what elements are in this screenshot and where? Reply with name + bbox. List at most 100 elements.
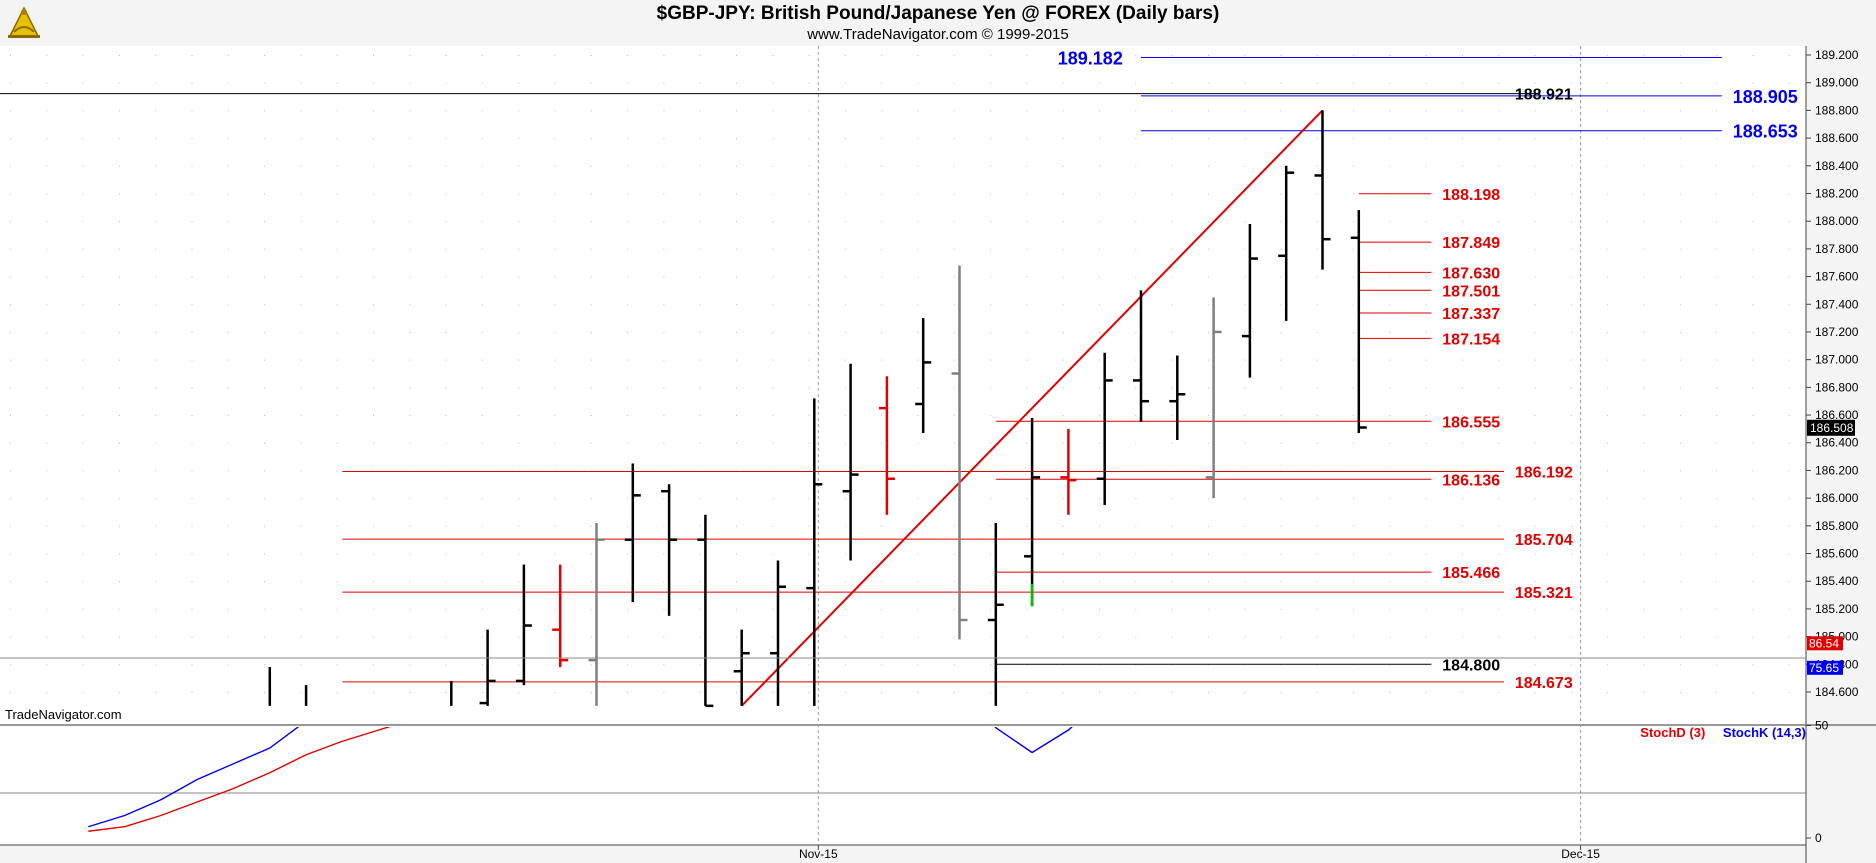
grid-dot [518, 221, 520, 223]
chart-header: $GBP-JPY: British Pound/Japanese Yen @ F… [0, 0, 1876, 46]
grid-dot [300, 165, 302, 167]
grid-dot [881, 581, 883, 583]
grid-dot [373, 498, 374, 500]
grid-dot [46, 692, 48, 693]
level-label: 188.921 [1515, 87, 1573, 104]
grid-dot [736, 442, 737, 444]
grid-dot [1570, 581, 1572, 583]
grid-dot [445, 55, 447, 56]
grid-dot [1679, 442, 1681, 444]
grid-dot [917, 636, 919, 638]
grid-dot [1171, 304, 1173, 306]
grid-dot [1280, 442, 1282, 444]
grid-dot [990, 581, 992, 583]
grid-dot [191, 193, 193, 195]
y-tick-label: 185.800 [1815, 519, 1859, 533]
grid-dot [590, 304, 592, 306]
grid-dot [881, 55, 883, 56]
grid-dot [663, 304, 665, 306]
grid-dot [1062, 692, 1064, 693]
grid-dot [1099, 221, 1100, 223]
grid-dot [1788, 498, 1790, 500]
grid-dot [772, 581, 774, 583]
grid-dot [227, 553, 229, 555]
grid-dot [1026, 608, 1028, 610]
grid-dot [699, 470, 701, 472]
grid-dot [373, 387, 374, 389]
level-label: 185.466 [1442, 565, 1500, 582]
grid-dot [1462, 165, 1463, 167]
grid-dot [1389, 304, 1391, 306]
grid-dot [554, 498, 556, 500]
grid-dot [1716, 442, 1718, 444]
grid-dot [518, 470, 520, 472]
grid-dot [336, 415, 338, 417]
level-label: 188.905 [1733, 87, 1798, 107]
grid-dot [1389, 498, 1391, 500]
grid-dot [373, 331, 374, 333]
grid-dot [264, 110, 266, 112]
grid-dot [1135, 55, 1137, 56]
grid-dot [990, 304, 992, 306]
grid-dot [336, 304, 338, 306]
grid-dot [445, 498, 447, 500]
grid-dot [481, 387, 483, 389]
grid-dot [118, 442, 120, 444]
grid-dot [1752, 276, 1754, 278]
grid-dot [481, 498, 483, 500]
grid-dot [1716, 304, 1718, 306]
grid-dot [118, 608, 120, 610]
grid-dot [881, 138, 883, 140]
grid-dot [1752, 692, 1754, 693]
grid-dot [1099, 110, 1100, 112]
grid-dot [554, 636, 556, 638]
grid-dot [1353, 193, 1355, 195]
legend-stoch-k: StochK (14,3) [1722, 725, 1806, 740]
grid-dot [699, 692, 701, 693]
grid-dot [808, 525, 810, 527]
grid-dot [1207, 636, 1209, 638]
grid-dot [300, 110, 302, 112]
grid-dot [554, 608, 556, 610]
grid-dot [227, 193, 229, 195]
grid-dot [1679, 525, 1681, 527]
grid-dot [736, 248, 737, 250]
grid-dot [1716, 138, 1718, 140]
grid-dot [1788, 442, 1790, 444]
grid-dot [554, 581, 556, 583]
grid-dot [10, 331, 11, 333]
grid-dot [1607, 165, 1609, 167]
grid-dot [1062, 525, 1064, 527]
grid-dot [1679, 138, 1681, 140]
y-tick-label: 184.600 [1815, 685, 1859, 699]
grid-dot [953, 525, 955, 527]
grid-dot [1498, 636, 1500, 638]
grid-dot [627, 470, 629, 472]
grid-dot [808, 608, 810, 610]
grid-dot [373, 248, 374, 250]
grid-dot [1062, 138, 1064, 140]
grid-dot [300, 193, 302, 195]
grid-dot [917, 470, 919, 472]
grid-dot [1062, 359, 1064, 361]
grid-dot [1788, 525, 1790, 527]
grid-dot [1570, 664, 1572, 666]
grid-dot [82, 359, 84, 361]
grid-dot [1135, 608, 1137, 610]
grid-dot [844, 55, 846, 56]
grid-dot [627, 636, 629, 638]
stoch-y-tick-label: 0 [1815, 831, 1822, 845]
grid-dot [1752, 415, 1754, 417]
grid-dot [46, 331, 48, 333]
grid-dot [990, 692, 992, 693]
grid-dot [1716, 553, 1718, 555]
grid-dot [554, 221, 556, 223]
grid-dot [1498, 193, 1500, 195]
grid-dot [1135, 415, 1137, 417]
grid-dot [1570, 415, 1572, 417]
grid-dot [953, 415, 955, 417]
grid-dot [1788, 636, 1790, 638]
grid-dot [82, 692, 84, 693]
grid-dot [10, 387, 11, 389]
grid-dot [1099, 525, 1100, 527]
